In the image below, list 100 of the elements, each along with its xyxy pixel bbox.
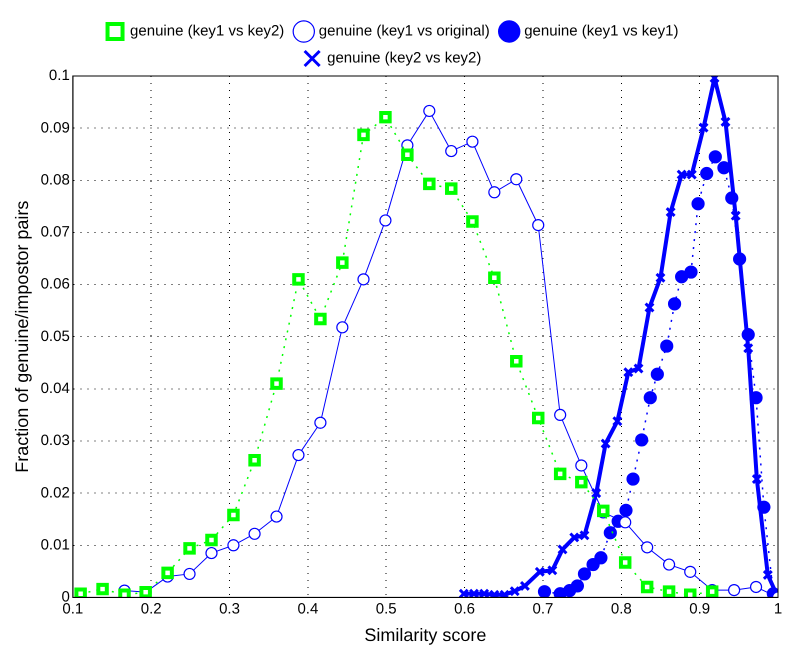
point <box>423 104 436 118</box>
point <box>270 377 283 390</box>
y-tick-label: 0.09 <box>40 119 70 136</box>
y-tick-label: 0.07 <box>40 224 70 241</box>
y-tick-label: 0.1 <box>48 67 70 84</box>
point <box>604 526 617 540</box>
x-tick-label: 0.5 <box>376 600 397 618</box>
point <box>270 510 283 523</box>
point <box>675 270 688 284</box>
point <box>401 148 414 161</box>
point <box>161 566 174 580</box>
point <box>757 500 770 514</box>
point <box>635 433 648 447</box>
point <box>676 169 688 180</box>
point <box>357 128 370 142</box>
point <box>708 150 722 164</box>
legend-label: genuine (key2 vs key2) <box>327 50 482 67</box>
point <box>644 302 655 313</box>
x-tick-label: 0.3 <box>219 600 240 618</box>
point <box>575 476 588 488</box>
y-tick-label: 0.04 <box>40 380 70 397</box>
point <box>600 438 612 449</box>
y-tick-label: 0.05 <box>40 328 70 345</box>
legend-label: genuine (key1 vs key1) <box>524 22 678 40</box>
point <box>662 558 676 571</box>
point <box>357 273 370 286</box>
x-tick-label: 0.2 <box>140 600 162 618</box>
point <box>499 589 510 598</box>
point <box>579 530 590 541</box>
y-tick-label: 0.06 <box>40 276 70 293</box>
point <box>538 585 552 598</box>
point <box>445 144 458 158</box>
y-tick-label: 0.01 <box>40 536 70 554</box>
point <box>594 551 608 564</box>
y-tick-label: 0.02 <box>40 484 70 502</box>
point <box>510 354 523 368</box>
point <box>227 508 240 522</box>
point <box>742 328 755 342</box>
point <box>660 339 674 353</box>
point <box>509 586 520 597</box>
point <box>742 342 754 354</box>
point <box>532 412 544 424</box>
point <box>568 532 580 543</box>
point <box>751 474 762 484</box>
point <box>248 454 261 467</box>
point <box>478 588 490 598</box>
legend-label: genuine (key1 vs original) <box>318 22 490 40</box>
point <box>336 256 349 269</box>
x-tick-label: 0.9 <box>689 600 710 618</box>
point <box>644 391 657 404</box>
point <box>762 570 774 580</box>
point <box>468 588 480 598</box>
y-tick-label: 0.08 <box>40 171 70 188</box>
x-tick-label: 0.6 <box>454 600 476 618</box>
point <box>749 391 763 404</box>
point <box>698 122 709 134</box>
point <box>662 585 676 598</box>
point <box>750 580 762 594</box>
point <box>379 110 392 124</box>
point <box>534 566 546 578</box>
point <box>641 541 654 554</box>
point <box>314 312 327 326</box>
point <box>575 459 588 472</box>
point <box>520 580 530 592</box>
point <box>205 546 218 560</box>
point <box>557 544 568 555</box>
point <box>554 408 566 422</box>
point <box>720 116 731 128</box>
y-tick-label: 0.03 <box>40 432 70 450</box>
point <box>622 366 634 378</box>
point <box>684 566 696 578</box>
point <box>668 297 682 310</box>
x-axis-title: Similarity score <box>364 625 486 646</box>
point <box>488 589 500 598</box>
point <box>733 252 746 266</box>
point <box>655 272 666 284</box>
point <box>532 219 544 232</box>
point <box>700 166 714 180</box>
point <box>466 136 479 148</box>
x-tick-label: 0.4 <box>297 600 318 618</box>
point <box>445 182 458 195</box>
point <box>650 368 664 381</box>
point <box>728 584 740 596</box>
point <box>590 488 602 499</box>
point <box>665 206 676 218</box>
y-axis-title: Fraction of genuine/impostor pairs <box>12 200 32 473</box>
point <box>292 273 305 286</box>
point <box>336 321 348 334</box>
x-tick-label: 1 <box>774 600 782 618</box>
point <box>612 416 623 427</box>
point <box>248 528 261 540</box>
point <box>423 178 436 190</box>
point <box>570 579 584 593</box>
point <box>626 472 640 486</box>
point <box>183 568 196 580</box>
point <box>554 468 566 480</box>
point <box>717 161 731 174</box>
point <box>510 173 522 186</box>
point <box>488 186 500 198</box>
point <box>686 169 698 180</box>
